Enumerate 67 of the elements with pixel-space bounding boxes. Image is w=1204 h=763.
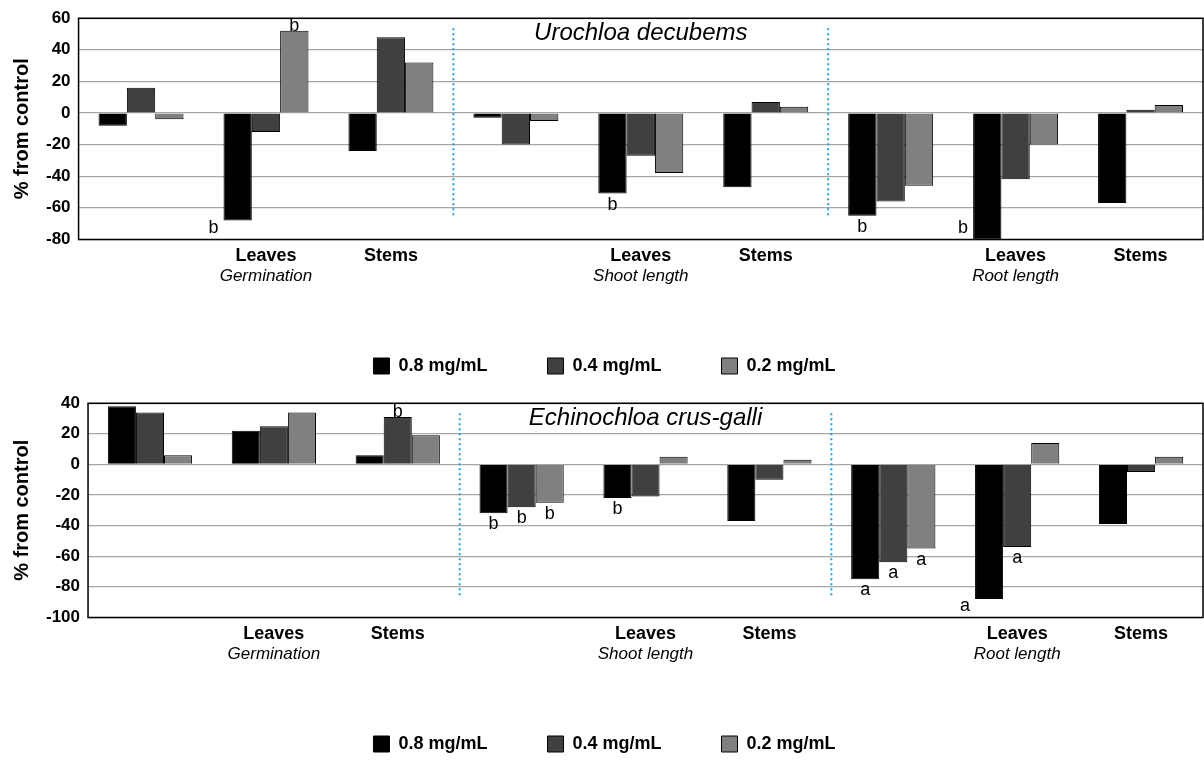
y-tick-label: 20: [61, 423, 81, 443]
y-tick-label: 0: [70, 454, 81, 474]
legend-label: 0.8 mg/mL: [398, 732, 488, 753]
y-tick-label: 40: [61, 392, 81, 412]
legend-label: 0.8 mg/mL: [398, 354, 488, 375]
y-axis-title: % from control: [9, 439, 32, 581]
x-tick-label: Leaves: [610, 245, 672, 266]
y-tick-label: -80: [55, 576, 81, 596]
data-label: a: [1012, 546, 1024, 567]
data-label: b: [857, 215, 868, 236]
x-tick-label: Leaves: [243, 623, 305, 644]
bar: [348, 113, 377, 151]
data-label: b: [544, 502, 555, 523]
x-tick-label: Leaves: [985, 245, 1047, 266]
data-label: b: [958, 217, 969, 238]
x-tick-label: Stems: [1113, 245, 1168, 266]
data-label: a: [860, 579, 872, 600]
text: Root length: [972, 265, 1060, 285]
data-label: b: [289, 14, 300, 35]
chart-title: Echinochloa crus-galli: [528, 402, 763, 430]
text: Root length: [973, 643, 1061, 663]
y-tick-label: -20: [55, 484, 81, 504]
bar: [603, 465, 632, 499]
chart-title: Urochloa decubems: [534, 17, 748, 45]
y-tick-label: -20: [45, 134, 71, 154]
y-tick-label: -60: [45, 197, 71, 217]
bar: [598, 113, 627, 194]
x-tick-label: Stems: [742, 623, 797, 644]
data-label: b: [392, 400, 403, 421]
y-axis-title: % from control: [9, 58, 32, 200]
text: Germination: [227, 643, 321, 663]
y-tick-label: -100: [45, 607, 81, 627]
data-label: a: [888, 562, 900, 583]
legend-label: 0.4 mg/mL: [572, 354, 662, 375]
x-tick-label: Stems: [370, 623, 425, 644]
bar: [1098, 113, 1127, 204]
x-tick-label: Stems: [1114, 623, 1169, 644]
x-tick-label: Leaves: [986, 623, 1048, 644]
data-label: b: [607, 193, 618, 214]
data-label: b: [208, 217, 219, 238]
y-tick-label: -60: [55, 545, 81, 565]
data-label: b: [612, 498, 623, 519]
y-tick-label: -80: [45, 229, 71, 249]
x-tick-label: Stems: [363, 245, 418, 266]
y-tick-label: 0: [61, 102, 71, 122]
text: Shoot length: [593, 265, 689, 285]
y-tick-label: 20: [51, 71, 71, 91]
bar: [723, 113, 752, 188]
text: Shoot length: [597, 643, 694, 663]
data-label: b: [516, 507, 527, 528]
x-tick-label: Leaves: [614, 623, 677, 644]
y-tick-label: 40: [51, 39, 71, 59]
x-tick-label: Stems: [738, 245, 793, 266]
bar: [727, 465, 756, 522]
y-tick-label: 60: [51, 7, 71, 27]
data-label: b: [488, 513, 499, 534]
legend-label: 0.4 mg/mL: [572, 732, 662, 753]
y-tick-label: -40: [45, 165, 71, 185]
bar: [98, 113, 127, 126]
legend-label: 0.2 mg/mL: [746, 732, 836, 753]
text: Germination: [219, 265, 313, 285]
x-tick-label: Leaves: [235, 245, 297, 266]
y-tick-label: -40: [55, 515, 81, 535]
legend-label: 0.2 mg/mL: [746, 354, 836, 375]
data-label: a: [960, 595, 972, 616]
bar: [231, 430, 260, 464]
data-label: a: [916, 548, 928, 569]
